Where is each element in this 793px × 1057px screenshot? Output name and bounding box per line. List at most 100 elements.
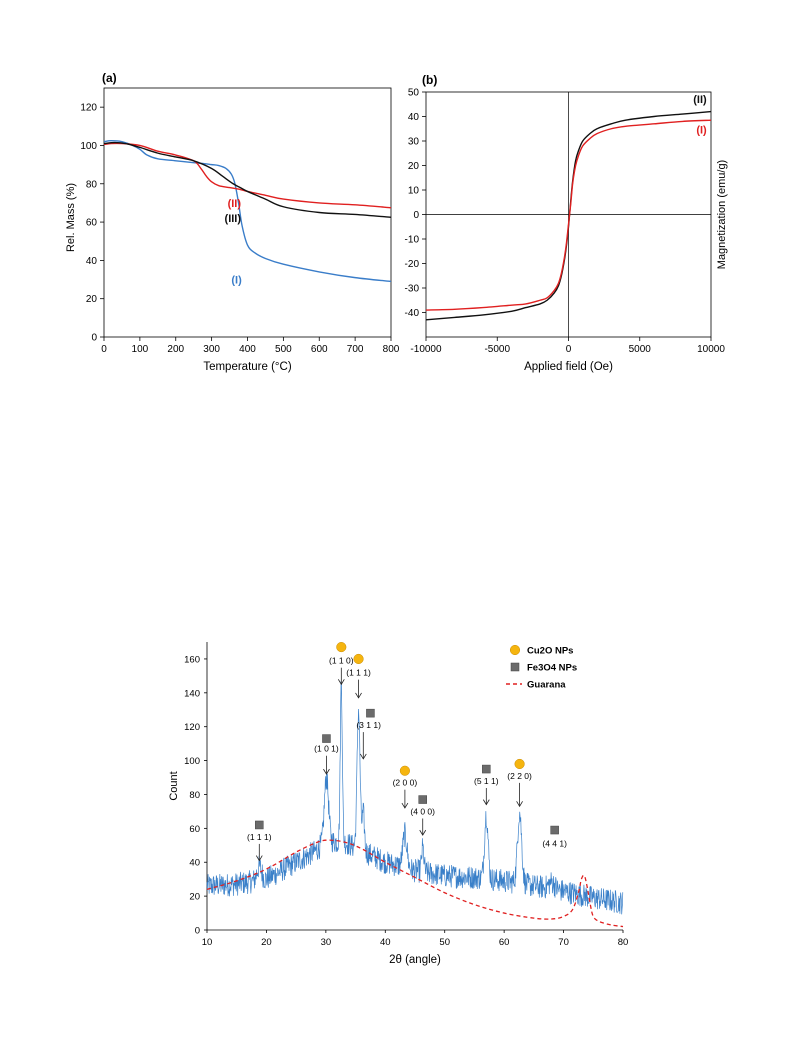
x-axis-label: Applied field (Oe) (524, 361, 613, 373)
panel-label: (b) (422, 73, 437, 87)
peak-arrowhead (337, 679, 345, 686)
y-tick-label: 20 (189, 892, 200, 903)
y-tick-label: 120 (184, 722, 200, 733)
x-tick-label: 5000 (629, 344, 652, 355)
x-tick-label: 80 (618, 937, 629, 948)
x-tick-label: 0 (101, 344, 107, 355)
x-tick-label: 600 (311, 344, 328, 355)
peak-label: (3 1 1) (356, 720, 381, 730)
fe3o4-marker (366, 708, 375, 718)
x-axis-label: 2θ (angle) (389, 954, 441, 966)
y-tick-label: -20 (405, 259, 420, 270)
y-axis-label: Magnetization (emu/g) (716, 160, 728, 269)
y-tick-label: 0 (195, 926, 200, 937)
fe3o4-marker (550, 825, 559, 835)
x-tick-label: 100 (132, 344, 149, 355)
x-tick-label: 10 (202, 937, 213, 948)
peak-arrowhead (359, 753, 367, 760)
y-tick-label: 0 (91, 333, 97, 344)
y-tick-label: 120 (80, 103, 97, 114)
cu2o-marker (514, 758, 525, 770)
guarana-series-line (206, 839, 624, 928)
fe3o4-marker (418, 795, 427, 804)
y-tick-label: 20 (86, 294, 98, 305)
legend-fe3o4-marker (510, 662, 520, 672)
x-tick-label: 500 (275, 344, 292, 355)
xrd-panel: 10 20 30 40 50 60 70 80 0 20 40 60 80 100 120 140 160 2θ … (168, 642, 628, 966)
series-line-0 (103, 139, 392, 283)
y-tick-label: -40 (405, 308, 420, 319)
fe3o4-marker (482, 764, 491, 774)
peak-arrowhead (419, 829, 427, 836)
panel-label: (a) (102, 71, 117, 85)
x-tick-label: 60 (499, 937, 510, 948)
y-tick-label: 0 (413, 210, 419, 221)
xrd-series-line (206, 681, 624, 915)
magnetization-panel: -10000 -5000 0 5000 10000 -40 -30 -20 -10 0 10 20 30… (405, 73, 728, 373)
x-axis-label: Temperature (°C) (203, 361, 291, 373)
x-tick-label: 700 (347, 344, 364, 355)
y-tick-label: 100 (80, 141, 97, 152)
series-annotation: (I) (696, 125, 707, 137)
peak-arrowhead (355, 692, 362, 699)
y-tick-label: 40 (408, 112, 420, 123)
peak-label: (4 0 0) (410, 806, 435, 816)
x-tick-label: -10000 (410, 344, 442, 355)
y-tick-label: 60 (189, 824, 200, 835)
x-tick-label: 40 (380, 937, 391, 948)
series-line-1 (425, 119, 712, 311)
series-annotation: (III) (225, 213, 242, 225)
y-tick-label: -30 (405, 284, 420, 295)
series-annotation: (I) (231, 274, 242, 286)
cu2o-marker (353, 653, 364, 664)
legend-cu2o-marker (509, 644, 521, 656)
x-tick-label: -5000 (484, 344, 510, 355)
peak-arrowhead (516, 801, 523, 808)
peak-label: (1 1 0) (329, 656, 354, 666)
peak-label: (1 1 1) (346, 667, 371, 677)
y-tick-label: 10 (408, 186, 420, 197)
y-tick-label: -10 (405, 235, 420, 246)
series-annotation: (II) (693, 94, 707, 106)
y-tick-label: 80 (189, 790, 200, 801)
legend-label-fe3o4: Fe3O4 NPs (527, 663, 577, 674)
y-tick-label: 140 (184, 688, 200, 699)
peak-label: (5 1 1) (474, 776, 499, 786)
y-axis-label: Count (168, 771, 180, 800)
peak-label: (1 0 1) (314, 744, 339, 754)
y-tick-label: 100 (184, 756, 200, 767)
x-tick-label: 800 (383, 344, 400, 355)
series-line-2 (103, 141, 392, 218)
x-tick-label: 20 (261, 937, 272, 948)
series-annotation: (II) (228, 198, 242, 210)
peak-label: (4 4 1) (542, 839, 567, 849)
peak-label: (2 2 0) (507, 771, 532, 781)
legend-label-cu2o: Cu2O NPs (527, 646, 573, 657)
fe3o4-marker (255, 820, 264, 830)
peak-arrowhead (255, 855, 263, 862)
y-tick-label: 160 (184, 654, 200, 665)
legend-label-guarana: Guarana (527, 680, 566, 691)
y-tick-label: 80 (86, 179, 98, 190)
peak-label: (1 1 1) (247, 832, 272, 842)
x-tick-label: 200 (167, 344, 184, 355)
legend: Cu2O NPs Fe3O4 NPs Guarana (506, 644, 577, 691)
cu2o-marker (336, 642, 347, 653)
y-tick-label: 60 (86, 218, 98, 229)
y-tick-label: 40 (86, 256, 98, 267)
x-tick-label: 400 (239, 344, 256, 355)
y-tick-label: 50 (408, 88, 420, 99)
y-axis-label: Rel. Mass (%) (65, 183, 77, 252)
cu2o-marker (399, 765, 410, 776)
series-line-1 (103, 142, 392, 209)
tga-panel: 0 100 200 300 400 500 600 700 800 0 20 40 60 80 100 120… (65, 71, 400, 373)
fe3o4-marker (322, 734, 331, 743)
plot-frame (103, 87, 392, 338)
y-tick-label: 20 (408, 161, 420, 172)
x-tick-label: 10000 (697, 344, 725, 355)
peak-arrowhead (401, 802, 409, 809)
x-tick-label: 50 (439, 937, 450, 948)
peak-arrowhead (323, 768, 330, 775)
y-tick-label: 30 (408, 137, 420, 148)
